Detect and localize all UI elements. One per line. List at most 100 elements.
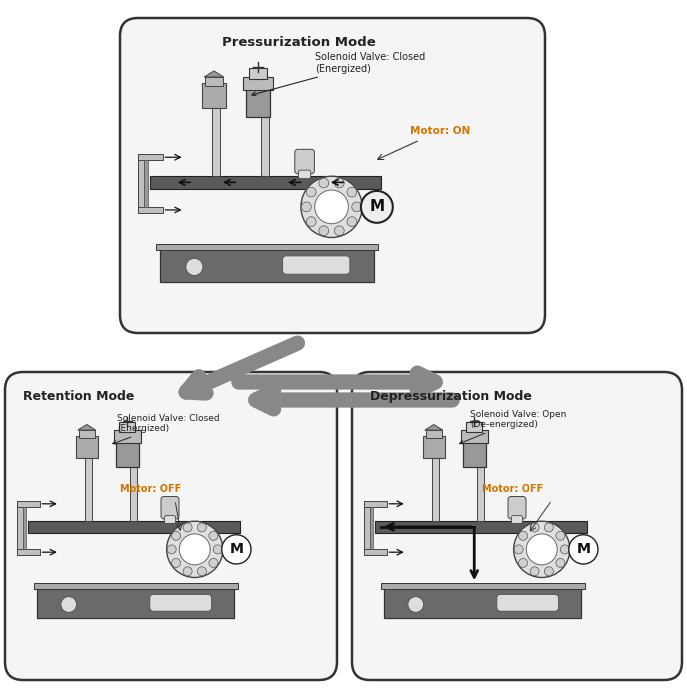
Bar [17,501,23,555]
Bar [423,436,445,458]
Circle shape [319,226,328,236]
Text: M: M [229,542,243,556]
Bar [466,422,482,432]
Bar [116,441,139,467]
Circle shape [172,531,181,540]
FancyBboxPatch shape [164,516,176,523]
FancyBboxPatch shape [295,149,315,174]
Circle shape [209,531,218,540]
Bar [212,100,220,176]
Bar [384,586,581,618]
Polygon shape [204,71,224,77]
FancyBboxPatch shape [508,496,526,519]
Circle shape [172,558,181,567]
Bar [37,586,234,618]
Circle shape [179,534,210,565]
Bar [23,507,26,549]
FancyBboxPatch shape [352,372,682,680]
Bar [120,422,135,432]
Bar [79,430,95,438]
Circle shape [530,567,539,576]
Bar [260,100,269,176]
FancyBboxPatch shape [511,516,523,523]
Bar [570,546,583,552]
FancyBboxPatch shape [298,170,311,178]
Bar [539,521,545,533]
Text: Pressurization Mode: Pressurization Mode [222,36,375,49]
Bar [192,521,198,533]
Bar [364,501,387,507]
Bar [138,207,163,213]
Circle shape [301,176,362,238]
Circle shape [61,597,77,613]
Circle shape [556,531,565,540]
Bar [114,430,141,443]
Bar [328,176,335,188]
Circle shape [519,558,528,567]
Circle shape [306,217,316,227]
Bar [150,176,381,188]
Circle shape [347,187,357,197]
Bar [17,501,39,507]
Bar [138,154,163,160]
Bar [431,452,440,521]
Bar [138,154,144,213]
Text: Solenoid Valve: Closed
(Energized): Solenoid Valve: Closed (Energized) [252,52,425,95]
Circle shape [197,567,206,576]
Bar [168,496,172,521]
Circle shape [347,217,357,227]
Circle shape [514,521,570,578]
FancyBboxPatch shape [150,595,212,611]
FancyBboxPatch shape [5,372,337,680]
Bar [302,149,307,176]
Bar [76,436,98,458]
Circle shape [222,535,251,564]
Circle shape [185,259,203,275]
Circle shape [526,534,557,565]
Text: Motor: OFF: Motor: OFF [482,484,543,494]
Text: M: M [370,199,385,215]
Bar [246,88,270,118]
Text: Motor: ON: Motor: ON [410,126,470,136]
Bar [364,501,370,555]
Bar [160,247,374,282]
Bar [463,441,486,467]
Circle shape [306,187,316,197]
FancyBboxPatch shape [120,18,545,333]
Bar [515,496,519,521]
Bar [461,430,488,443]
Circle shape [302,202,311,212]
Text: Solenoid Valve: Closed
(Energized): Solenoid Valve: Closed (Energized) [113,414,220,444]
Bar [34,583,238,589]
Circle shape [167,545,176,554]
Circle shape [561,545,570,554]
Bar [362,204,377,210]
Bar [205,77,223,86]
Circle shape [213,545,223,554]
Bar [370,507,373,549]
Bar [243,77,273,91]
Bar [426,430,442,438]
Circle shape [514,545,523,554]
FancyBboxPatch shape [497,595,559,611]
Bar [223,546,236,552]
Circle shape [556,558,565,567]
Circle shape [544,567,553,576]
Bar [17,549,39,555]
Polygon shape [425,424,442,430]
Circle shape [335,178,344,188]
Circle shape [569,535,598,564]
Text: Solenoid Valve: Open
(De-energized): Solenoid Valve: Open (De-energized) [460,410,566,444]
Text: M: M [576,542,590,556]
Circle shape [519,531,528,540]
Text: Motor: OFF: Motor: OFF [120,484,181,494]
Text: Retention Mode: Retention Mode [23,390,135,403]
Bar [157,244,378,250]
Bar [130,452,137,521]
Circle shape [209,558,218,567]
Circle shape [352,202,361,212]
Circle shape [544,523,553,532]
Bar [375,521,587,533]
Bar [477,452,484,521]
Circle shape [319,178,328,188]
